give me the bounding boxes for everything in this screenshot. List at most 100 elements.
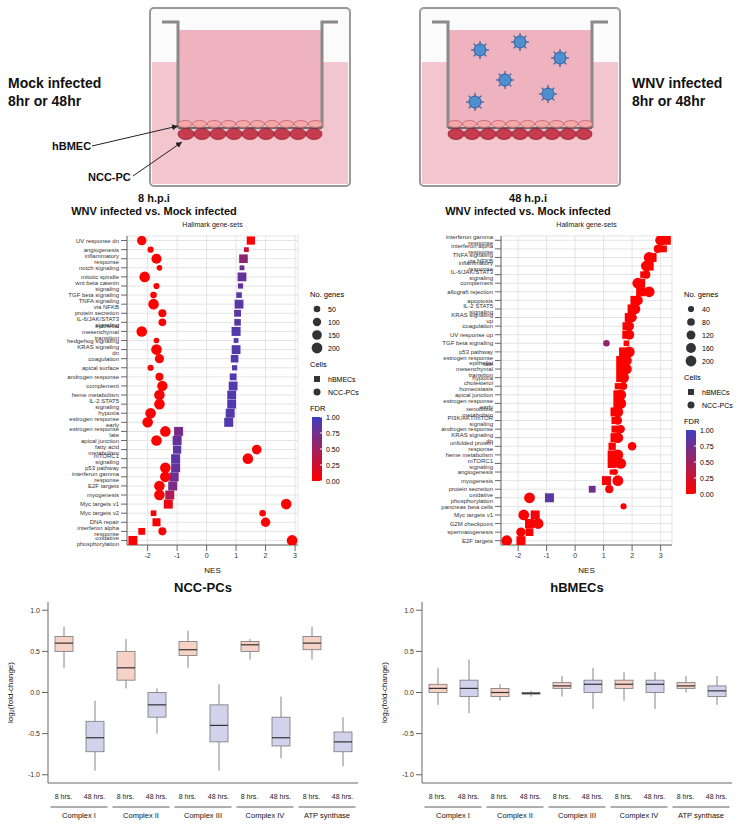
svg-text:8hr or 48hr: 8hr or 48hr <box>632 93 706 109</box>
svg-text:Myc targets v1: Myc targets v1 <box>454 512 494 518</box>
svg-text:coagulation: coagulation <box>462 323 493 329</box>
svg-text:8 hrs.: 8 hrs. <box>179 793 197 800</box>
svg-text:120: 120 <box>702 332 714 339</box>
svg-text:48 hrs.: 48 hrs. <box>332 793 353 800</box>
svg-text:NCC-PCs: NCC-PCs <box>328 389 359 396</box>
svg-text:WNV infected: WNV infected <box>632 75 722 91</box>
svg-text:interferon gammaresponse: interferon gammaresponse <box>72 471 120 483</box>
svg-text:NES: NES <box>578 566 594 575</box>
svg-text:TGF beta signaling: TGF beta signaling <box>442 340 493 346</box>
svg-text:IL-6/JAK/STAT3signaling: IL-6/JAK/STAT3signaling <box>77 316 120 328</box>
svg-text:PI3K/AKT/mTORsignaling: PI3K/AKT/mTORsignaling <box>447 415 493 427</box>
svg-text:80: 80 <box>702 319 710 326</box>
svg-text:unfolded proteinresponse: unfolded proteinresponse <box>450 440 494 452</box>
svg-text:UV response up: UV response up <box>450 332 494 338</box>
svg-text:No. genes: No. genes <box>310 290 344 299</box>
svg-text:0.5: 0.5 <box>404 648 414 655</box>
svg-text:3: 3 <box>659 552 663 559</box>
svg-text:Complex I: Complex I <box>62 811 96 820</box>
svg-text:3: 3 <box>293 552 297 559</box>
svg-text:48 hrs.: 48 hrs. <box>84 793 105 800</box>
svg-text:48 hrs.: 48 hrs. <box>644 793 665 800</box>
svg-text:complement: complement <box>86 383 119 389</box>
svg-text:-0.5: -0.5 <box>402 730 414 737</box>
svg-text:-0.5: -0.5 <box>28 730 40 737</box>
svg-text:Complex IV: Complex IV <box>246 811 285 820</box>
svg-text:8 hrs.: 8 hrs. <box>55 793 73 800</box>
svg-text:IL-2 STAT5signaling: IL-2 STAT5signaling <box>89 398 119 410</box>
svg-text:50: 50 <box>328 306 336 313</box>
svg-text:160: 160 <box>702 345 714 352</box>
svg-text:Myc targets v1: Myc targets v1 <box>80 501 120 507</box>
svg-text:100: 100 <box>328 319 340 326</box>
svg-text:0.75: 0.75 <box>326 430 340 437</box>
svg-text:-2: -2 <box>145 552 151 559</box>
svg-text:hypoxia: hypoxia <box>98 410 119 416</box>
svg-text:G2M checkpoint: G2M checkpoint <box>450 521 494 527</box>
svg-text:UV response dn: UV response dn <box>76 238 119 244</box>
svg-text:Complex III: Complex III <box>184 811 222 820</box>
svg-text:1.0: 1.0 <box>404 607 414 614</box>
svg-text:estrogen responselate: estrogen responselate <box>443 355 493 367</box>
svg-text:-1: -1 <box>543 552 549 559</box>
svg-text:inflammatoryresponse: inflammatoryresponse <box>85 253 120 265</box>
svg-text:oxidativephosphorylation: oxidativephosphorylation <box>77 535 120 547</box>
svg-text:apical surface: apical surface <box>82 365 120 371</box>
svg-text:NES: NES <box>204 566 220 575</box>
svg-text:wnt beta cateninsignaling: wnt beta cateninsignaling <box>74 280 119 292</box>
svg-text:ATP synthase: ATP synthase <box>304 811 350 820</box>
svg-text:8 hrs.: 8 hrs. <box>303 793 321 800</box>
svg-text:spermatogenesis: spermatogenesis <box>447 529 493 535</box>
svg-text:hBMECs: hBMECs <box>702 389 730 396</box>
svg-text:FDR: FDR <box>310 404 326 413</box>
svg-text:log₂(fold-change): log₂(fold-change) <box>6 662 15 723</box>
svg-text:40: 40 <box>702 306 710 313</box>
svg-text:complement: complement <box>460 280 493 286</box>
svg-text:NCC-PCs: NCC-PCs <box>702 402 733 409</box>
svg-text:48 hrs.: 48 hrs. <box>520 793 541 800</box>
svg-text:0.00: 0.00 <box>326 478 340 485</box>
svg-text:0.50: 0.50 <box>326 446 340 453</box>
svg-text:0: 0 <box>205 552 209 559</box>
svg-text:150: 150 <box>328 332 340 339</box>
svg-text:E2F targets: E2F targets <box>462 538 493 544</box>
svg-text:0.5: 0.5 <box>30 648 40 655</box>
svg-text:pancreas beta cells: pancreas beta cells <box>441 504 493 510</box>
svg-text:hBMEC: hBMEC <box>52 140 91 152</box>
svg-text:2: 2 <box>264 552 268 559</box>
svg-text:TNFA signalingvia NFKB: TNFA signalingvia NFKB <box>79 298 119 310</box>
svg-text:-1.0: -1.0 <box>28 771 40 778</box>
svg-text:E2F targets: E2F targets <box>88 483 119 489</box>
svg-text:0.50: 0.50 <box>700 459 714 466</box>
svg-text:estrogen responselate: estrogen responselate <box>69 426 119 438</box>
svg-text:mTORC1signaling: mTORC1signaling <box>468 458 494 470</box>
svg-text:200: 200 <box>328 345 340 352</box>
svg-text:0.00: 0.00 <box>700 491 714 498</box>
svg-text:No. genes: No. genes <box>684 290 718 299</box>
svg-text:1: 1 <box>602 552 606 559</box>
svg-text:NCC-PC: NCC-PC <box>88 171 131 183</box>
svg-text:1.00: 1.00 <box>326 414 340 421</box>
svg-text:48 hrs.: 48 hrs. <box>208 793 229 800</box>
svg-text:Complex II: Complex II <box>497 811 533 820</box>
svg-text:FDR: FDR <box>684 417 700 426</box>
svg-text:notch signaling: notch signaling <box>79 265 119 271</box>
svg-text:log₂(fold-change): log₂(fold-change) <box>380 662 389 723</box>
svg-text:1.00: 1.00 <box>700 427 714 434</box>
svg-text:1.0: 1.0 <box>30 607 40 614</box>
svg-text:myogenesis: myogenesis <box>87 492 119 498</box>
svg-text:apical junction: apical junction <box>81 438 119 444</box>
svg-text:8 hrs.: 8 hrs. <box>677 793 695 800</box>
svg-text:48 hrs.: 48 hrs. <box>458 793 479 800</box>
svg-text:8hr or 48hr: 8hr or 48hr <box>8 93 82 109</box>
svg-text:Complex IV: Complex IV <box>620 811 659 820</box>
svg-text:8 hrs.: 8 hrs. <box>553 793 571 800</box>
svg-text:angiogenesis: angiogenesis <box>458 469 493 475</box>
svg-text:IL-6/JAK/STAT3signaling: IL-6/JAK/STAT3signaling <box>451 269 494 281</box>
svg-text:Complex II: Complex II <box>123 811 159 820</box>
svg-text:coagulation: coagulation <box>88 356 119 362</box>
svg-text:48 hrs.: 48 hrs. <box>146 793 167 800</box>
svg-text:8 hrs.: 8 hrs. <box>491 793 509 800</box>
svg-text:8 hrs.: 8 hrs. <box>241 793 259 800</box>
svg-text:-1.0: -1.0 <box>402 771 414 778</box>
